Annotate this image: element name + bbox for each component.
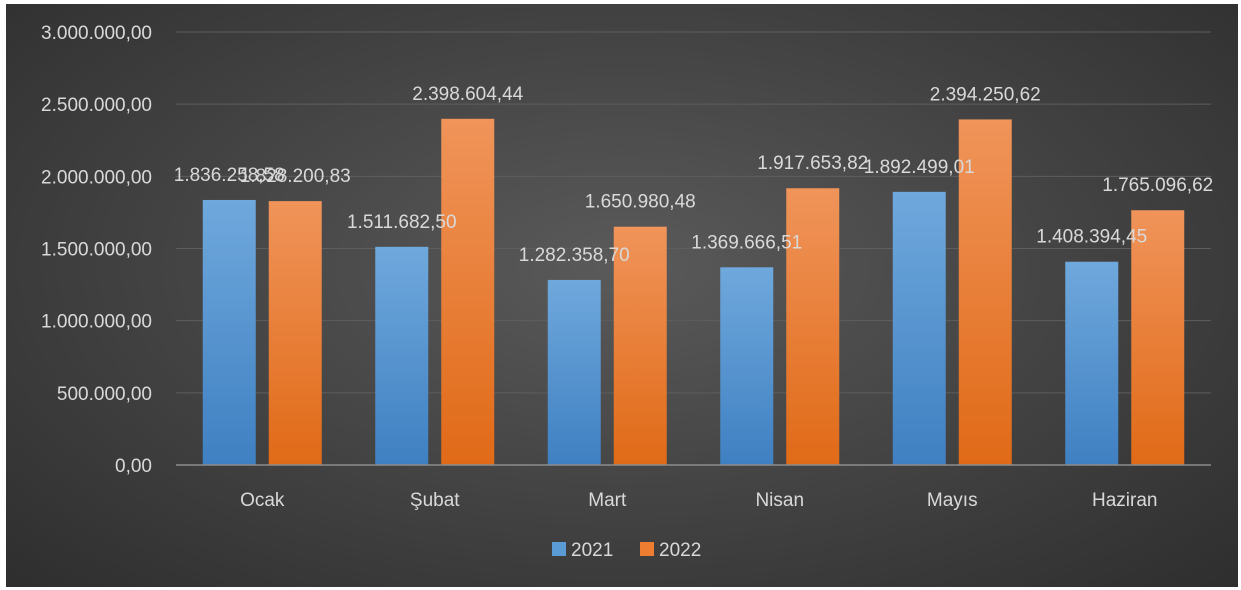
legend: 2021 2022 <box>552 540 701 561</box>
legend-swatch-2021 <box>552 542 566 556</box>
x-category-label: Haziran <box>1092 490 1157 511</box>
y-axis-ticks: 0,00 500.000,00 1.000.000,00 1.500.000,00 2.… <box>41 23 152 477</box>
data-label: 2.394.250,62 <box>930 84 1041 105</box>
y-tick-label: 1.000.000,00 <box>41 312 152 333</box>
bar-2022-Ocak <box>268 201 322 465</box>
legend-swatch-2022 <box>640 542 654 556</box>
y-tick-label: 0,00 <box>115 456 152 477</box>
x-category-label: Mayıs <box>927 490 978 511</box>
x-axis-categories: Ocak Şubat Mart Nisan Mayıs Haziran <box>240 490 1157 511</box>
bars <box>202 118 1185 466</box>
data-label: 1.892.499,01 <box>864 157 975 178</box>
data-label: 1.917.653,82 <box>757 153 868 174</box>
y-tick-label: 3.000.000,00 <box>41 23 152 44</box>
y-tick-label: 1.500.000,00 <box>41 240 152 261</box>
bar-2021-Ocak <box>202 199 256 465</box>
bar-2021-Nisan <box>720 267 774 465</box>
bar-2022-Nisan <box>786 188 840 465</box>
data-labels: 1.836.258,581.828.200,83 1.511.682,50 2.39… <box>174 84 1213 266</box>
data-label: 1.369.666,51 <box>691 232 802 253</box>
legend-label-2021: 2021 <box>571 540 613 561</box>
data-label: 1.836.258,58 <box>174 165 285 186</box>
data-label: 1.408.394,45 <box>1036 227 1147 248</box>
bar-chart: 0,00 500.000,00 1.000.000,00 1.500.000,00 2.… <box>41 23 1213 561</box>
chart-area: 0,00 500.000,00 1.000.000,00 1.500.000,00 2.… <box>6 4 1238 587</box>
data-label: 2.398.604,44 <box>412 84 523 105</box>
y-tick-label: 2.000.000,00 <box>41 167 152 188</box>
gridlines <box>176 31 1211 394</box>
y-tick-label: 500.000,00 <box>57 384 152 405</box>
x-category-label: Şubat <box>410 490 460 511</box>
bar-2021-Haziran <box>1065 261 1119 465</box>
bar-2022-Mayıs <box>958 119 1012 466</box>
x-category-label: Nisan <box>755 490 804 511</box>
x-category-label: Ocak <box>240 490 285 511</box>
data-label: 1.282.358,70 <box>519 245 630 266</box>
y-tick-label: 2.500.000,00 <box>41 95 152 116</box>
bar-2021-Mart <box>547 279 601 465</box>
bar-2021-Şubat <box>375 246 429 465</box>
bar-2022-Haziran <box>1131 210 1185 465</box>
bar-2022-Şubat <box>441 118 495 465</box>
legend-label-2022: 2022 <box>659 540 701 561</box>
data-label: 1.511.682,50 <box>347 212 457 233</box>
bar-2021-Mayıs <box>892 191 946 465</box>
data-label: 1.765.096,62 <box>1102 175 1213 196</box>
bar-2022-Mart <box>613 226 667 465</box>
x-category-label: Mart <box>588 490 627 511</box>
data-label: 1.650.980,48 <box>585 192 696 213</box>
data-label: 1.828.200,83 <box>240 166 351 187</box>
